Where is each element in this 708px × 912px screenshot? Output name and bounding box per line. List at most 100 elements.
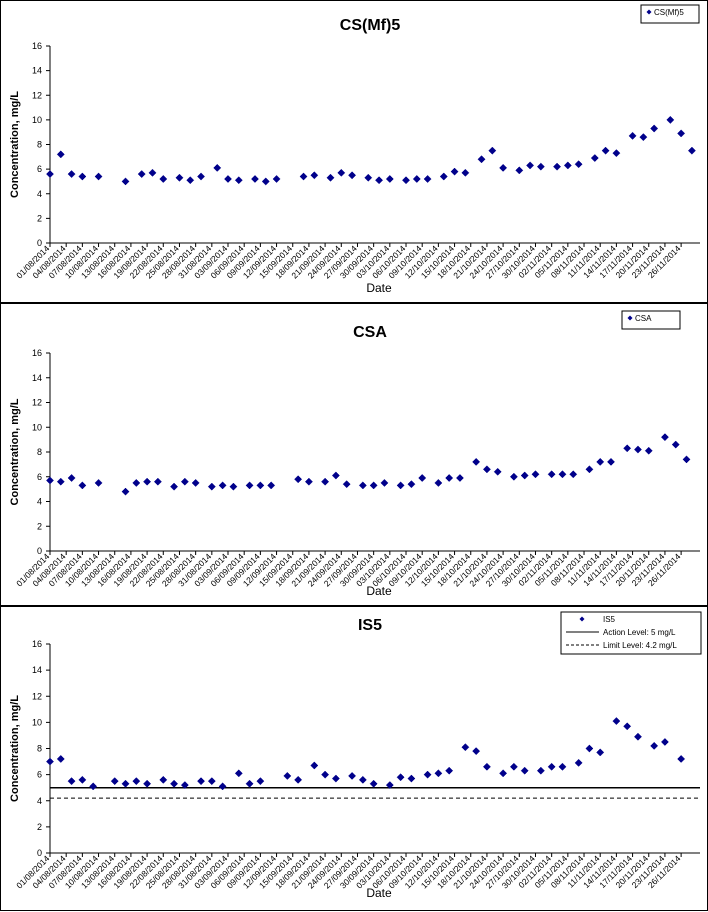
data-point <box>590 154 599 162</box>
y-tick-label: 4 <box>37 796 42 806</box>
data-point <box>412 175 421 183</box>
data-point <box>385 781 394 790</box>
data-point <box>153 477 162 486</box>
data-point <box>283 771 292 780</box>
data-point <box>558 470 567 479</box>
data-point <box>170 482 179 491</box>
data-point <box>132 777 141 786</box>
data-point <box>46 757 54 766</box>
data-point <box>407 774 416 783</box>
data-point <box>342 480 351 489</box>
x-axis-label: Date <box>366 886 392 900</box>
data-point <box>547 762 556 771</box>
data-point <box>585 744 594 753</box>
y-tick-label: 2 <box>37 213 42 223</box>
y-tick-label: 12 <box>32 90 42 100</box>
data-point <box>612 149 621 158</box>
x-axis-label: Date <box>366 584 392 598</box>
legend-box <box>621 310 681 330</box>
data-point <box>488 146 497 155</box>
data-point <box>94 172 103 181</box>
data-point <box>461 743 470 752</box>
data-point <box>331 774 340 783</box>
data-point <box>369 779 378 788</box>
data-point <box>472 747 481 756</box>
data-point <box>143 779 152 788</box>
data-point <box>213 163 222 172</box>
data-point <box>509 472 518 481</box>
data-point <box>596 748 605 757</box>
data-point <box>251 175 259 183</box>
data-point <box>434 769 443 778</box>
data-point <box>197 172 205 181</box>
data-point <box>526 161 535 170</box>
legend-label: CSA <box>635 314 652 323</box>
data-point <box>143 477 152 486</box>
y-axis-label: Concentration, mg/L <box>9 398 21 505</box>
data-point <box>671 440 680 449</box>
y-tick-label: 10 <box>32 422 42 432</box>
data-point <box>121 487 130 496</box>
data-point <box>612 717 621 726</box>
data-point <box>682 455 691 464</box>
data-point <box>310 761 319 770</box>
y-tick-label: 0 <box>37 848 42 858</box>
data-point <box>56 477 65 486</box>
data-point <box>450 167 459 176</box>
legend-marker <box>627 315 633 321</box>
data-point <box>78 775 87 784</box>
data-point <box>531 470 540 479</box>
legend-marker <box>646 9 652 15</box>
y-tick-label: 8 <box>37 140 42 150</box>
data-point <box>180 781 189 790</box>
data-point <box>493 467 502 476</box>
data-point <box>310 171 319 180</box>
data-point <box>569 470 578 479</box>
data-point <box>46 170 54 179</box>
y-tick-label: 10 <box>32 717 42 727</box>
data-point <box>574 758 583 767</box>
data-point <box>321 477 330 486</box>
data-point <box>515 166 524 175</box>
data-point <box>148 168 157 177</box>
data-point <box>499 769 508 778</box>
data-point <box>56 150 65 159</box>
data-point <box>256 481 265 490</box>
data-point <box>234 176 243 185</box>
data-point <box>364 173 373 182</box>
y-axis-label: Concentration, mg/L <box>9 695 21 802</box>
chart-frame <box>0 606 708 911</box>
data-point <box>596 457 605 466</box>
data-point <box>137 170 146 179</box>
data-point <box>553 162 562 171</box>
y-tick-label: 16 <box>32 639 42 649</box>
data-point <box>337 168 346 177</box>
data-point <box>261 177 270 186</box>
data-point <box>245 779 254 788</box>
y-tick-label: 14 <box>32 373 42 383</box>
data-point <box>439 172 448 181</box>
data-point <box>67 474 76 482</box>
data-point <box>607 457 615 466</box>
data-point <box>477 155 486 164</box>
data-point <box>197 777 205 786</box>
chart-title: CSA <box>353 324 387 341</box>
data-point <box>628 131 637 140</box>
data-point <box>677 129 686 138</box>
data-point <box>434 478 443 487</box>
y-tick-label: 12 <box>32 691 42 701</box>
data-point <box>563 161 572 170</box>
y-tick-label: 2 <box>37 822 42 832</box>
y-tick-label: 0 <box>37 238 42 248</box>
legend-box <box>640 4 700 24</box>
y-tick-label: 6 <box>37 770 42 780</box>
data-point <box>207 482 216 491</box>
y-tick-label: 16 <box>32 41 42 51</box>
data-point <box>256 777 265 786</box>
data-point <box>445 766 454 775</box>
data-point <box>121 779 130 788</box>
data-point <box>67 170 76 179</box>
data-point <box>207 777 216 786</box>
data-point <box>650 124 659 133</box>
data-point <box>520 471 529 480</box>
